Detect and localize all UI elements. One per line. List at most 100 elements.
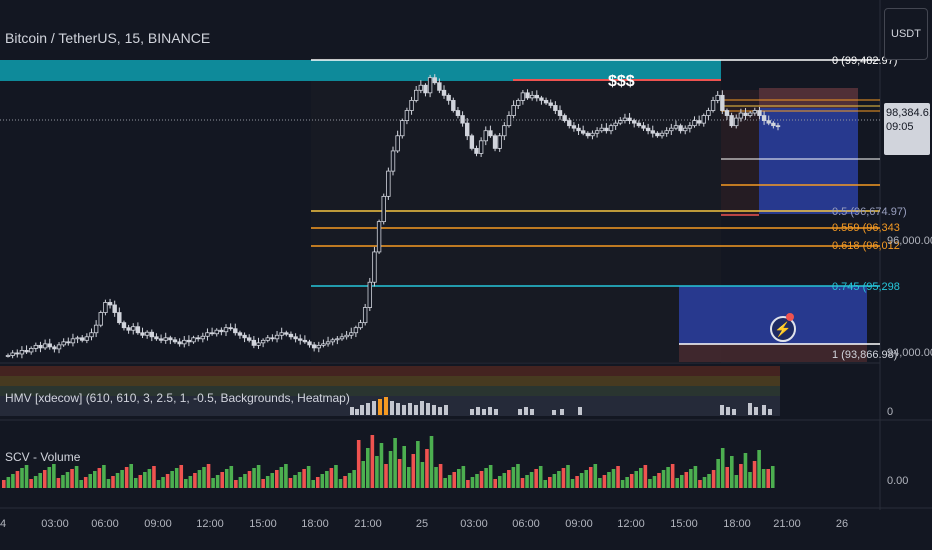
- candle-body: [673, 125, 679, 129]
- candle-body: [135, 326, 141, 334]
- candle-body: [520, 92, 526, 101]
- volume-bar: [247, 471, 252, 488]
- candle-body: [567, 120, 572, 127]
- candle-body: [293, 336, 298, 340]
- hmv-bar: [360, 405, 364, 415]
- volume-bar: [329, 468, 334, 488]
- candle-body: [534, 94, 539, 99]
- volume-bar: [111, 476, 115, 488]
- volume-bar: [702, 477, 707, 488]
- hmv-bar: [524, 407, 528, 415]
- candle-body: [715, 94, 720, 101]
- candle-body: [585, 132, 591, 137]
- volume-bar: [147, 469, 152, 488]
- volume-bar: [725, 467, 730, 488]
- candle-body: [460, 115, 465, 124]
- volume-bar: [543, 480, 548, 488]
- time-axis-label: 21:00: [354, 518, 382, 530]
- candle-body: [28, 348, 34, 353]
- volume-bar: [306, 466, 311, 488]
- candle-body: [177, 341, 182, 345]
- alert-bolt-icon[interactable]: ⚡: [770, 316, 796, 342]
- candle-body: [432, 77, 437, 84]
- hmv-bar: [754, 407, 758, 415]
- last-price-value: 98,384.61: [886, 107, 932, 119]
- volume-bar: [206, 464, 211, 488]
- price-axis-94000: 94,000.00: [887, 347, 932, 359]
- hmv-bar: [494, 409, 498, 415]
- volume-bar: [607, 472, 611, 488]
- volume-bar: [11, 474, 15, 488]
- symbol-title[interactable]: Bitcoin / TetherUS, 15, BINANCE: [5, 30, 211, 46]
- volume-bar: [143, 472, 147, 488]
- volume-bar: [675, 478, 679, 488]
- candle-body: [195, 337, 201, 340]
- time-axis[interactable]: 4 03:00 06:00 09:00 12:00 15:00 18:00 21:00 25 03…: [0, 518, 848, 530]
- candle-body: [608, 125, 614, 132]
- candle-body: [659, 132, 665, 137]
- candle-body: [107, 302, 113, 306]
- indicator-hmv-title[interactable]: HMV [xdecow] (610, 610, 3, 2.5, 1, -0.5,…: [5, 391, 350, 405]
- candle-body: [497, 135, 502, 149]
- candle-body: [683, 127, 688, 132]
- candle-body: [144, 331, 150, 336]
- volume-bar: [684, 472, 689, 488]
- candle-body: [344, 334, 349, 338]
- volume-bar: [202, 467, 206, 488]
- bar-countdown: 09:05: [886, 121, 914, 133]
- hmv-bar: [402, 405, 406, 415]
- volume-bar: [356, 440, 361, 488]
- candle-body: [543, 100, 549, 104]
- hmv-bar: [432, 405, 436, 415]
- volume-bar: [243, 474, 247, 488]
- volume-bar: [639, 468, 643, 488]
- volume-bar: [120, 470, 124, 488]
- volume-bar: [602, 475, 607, 488]
- volume-bar: [193, 473, 197, 488]
- hmv-bar: [366, 403, 370, 415]
- currency-button[interactable]: USDT: [884, 8, 928, 60]
- red-zone-box: [759, 88, 858, 108]
- candle-body: [766, 120, 771, 124]
- candle-body: [121, 322, 127, 329]
- volume-bar: [588, 467, 593, 488]
- candle-body: [228, 327, 233, 330]
- volume-bar: [379, 443, 384, 488]
- volume-bar: [548, 477, 552, 488]
- volume-bar: [15, 471, 20, 488]
- time-axis-label: 03:00: [460, 518, 488, 530]
- volume-bar: [38, 473, 42, 488]
- candle-body: [284, 332, 289, 335]
- volume-bar: [29, 479, 33, 488]
- volume-bar: [261, 479, 265, 488]
- candle-body: [386, 170, 391, 197]
- candle-body: [103, 302, 108, 313]
- candle-body: [47, 343, 52, 348]
- candle-body: [761, 115, 767, 122]
- indicator-volume-title[interactable]: SCV - Volume: [5, 450, 81, 464]
- volume-bar: [411, 454, 416, 488]
- volume-bar: [370, 435, 375, 488]
- volume-bar: [511, 467, 516, 488]
- candle-body: [655, 132, 660, 137]
- candle-body: [372, 251, 377, 283]
- teal-liquidity-zone: [0, 60, 721, 81]
- candle-body: [446, 94, 451, 101]
- volume-bar: [406, 467, 411, 488]
- volume-bar: [366, 448, 370, 488]
- candle-body: [112, 304, 117, 313]
- candle-body: [645, 127, 651, 132]
- candle-body: [576, 127, 581, 132]
- volume-bar: [484, 468, 488, 488]
- candle-body: [692, 120, 697, 127]
- candle-body: [367, 281, 373, 308]
- candle-body: [729, 115, 734, 127]
- candle-body: [219, 329, 224, 333]
- volume-bar: [24, 465, 29, 488]
- candle-body: [75, 337, 80, 340]
- candle-body: [70, 338, 76, 344]
- candle-body: [571, 125, 577, 129]
- volume-bar: [288, 478, 293, 488]
- volume-bar: [106, 479, 111, 488]
